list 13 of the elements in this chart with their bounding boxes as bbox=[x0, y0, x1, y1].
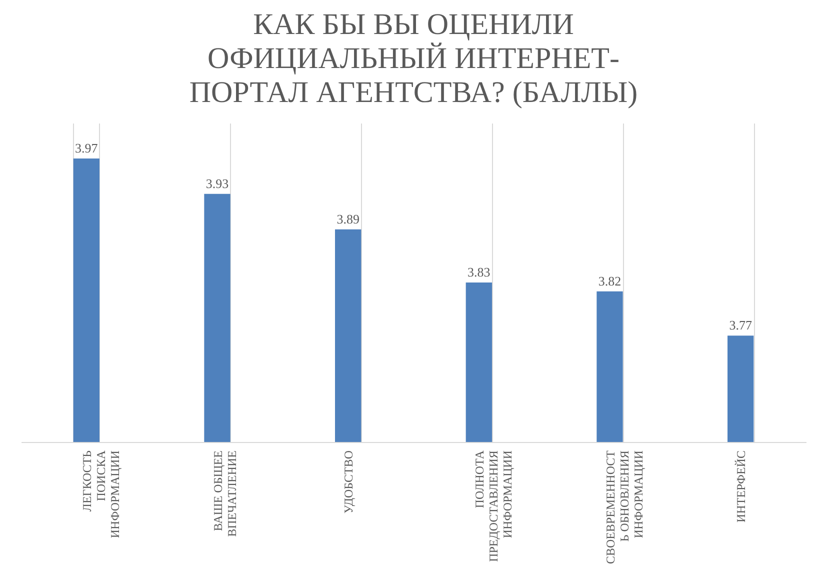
data-label: 3.93 bbox=[206, 176, 229, 191]
data-label: 3.77 bbox=[729, 318, 752, 333]
x-tick-label: УДОБСТВО bbox=[342, 450, 356, 514]
x-tick-label: ВАШЕ ОБЩЕЕ ВПЕЧАТЛЕНИЕ bbox=[210, 450, 239, 537]
data-label: 3.89 bbox=[336, 211, 360, 226]
chart-title: КАК БЫ ВЫ ОЦЕНИЛИ ОФИЦИАЛЬНЫЙ ИНТЕРНЕТ-ПОРТАЛ АГЕНТСТВА? (БАЛЛЫ) bbox=[189, 8, 638, 109]
x-tick-label: ИНТЕРФЕЙС bbox=[734, 450, 748, 522]
data-label: 3.83 bbox=[468, 264, 490, 280]
x-tick-label: ПОЛНОТА ПРЕДОСТАВЛЕНИЯ ИНФОРМАЦИИ bbox=[472, 450, 514, 562]
data-label: 3.82 bbox=[598, 273, 622, 288]
data-label: 3.97 bbox=[75, 140, 98, 156]
x-tick-label: СВОЕВРЕМЕННОСТЬ ОБНОВЛЕНИЯ ИНФОРМАЦИИ bbox=[603, 450, 646, 564]
x-tick-label: ЛЕГКОСТЬ ПОИСКА ИНФОРМАЦИИ bbox=[80, 450, 122, 538]
